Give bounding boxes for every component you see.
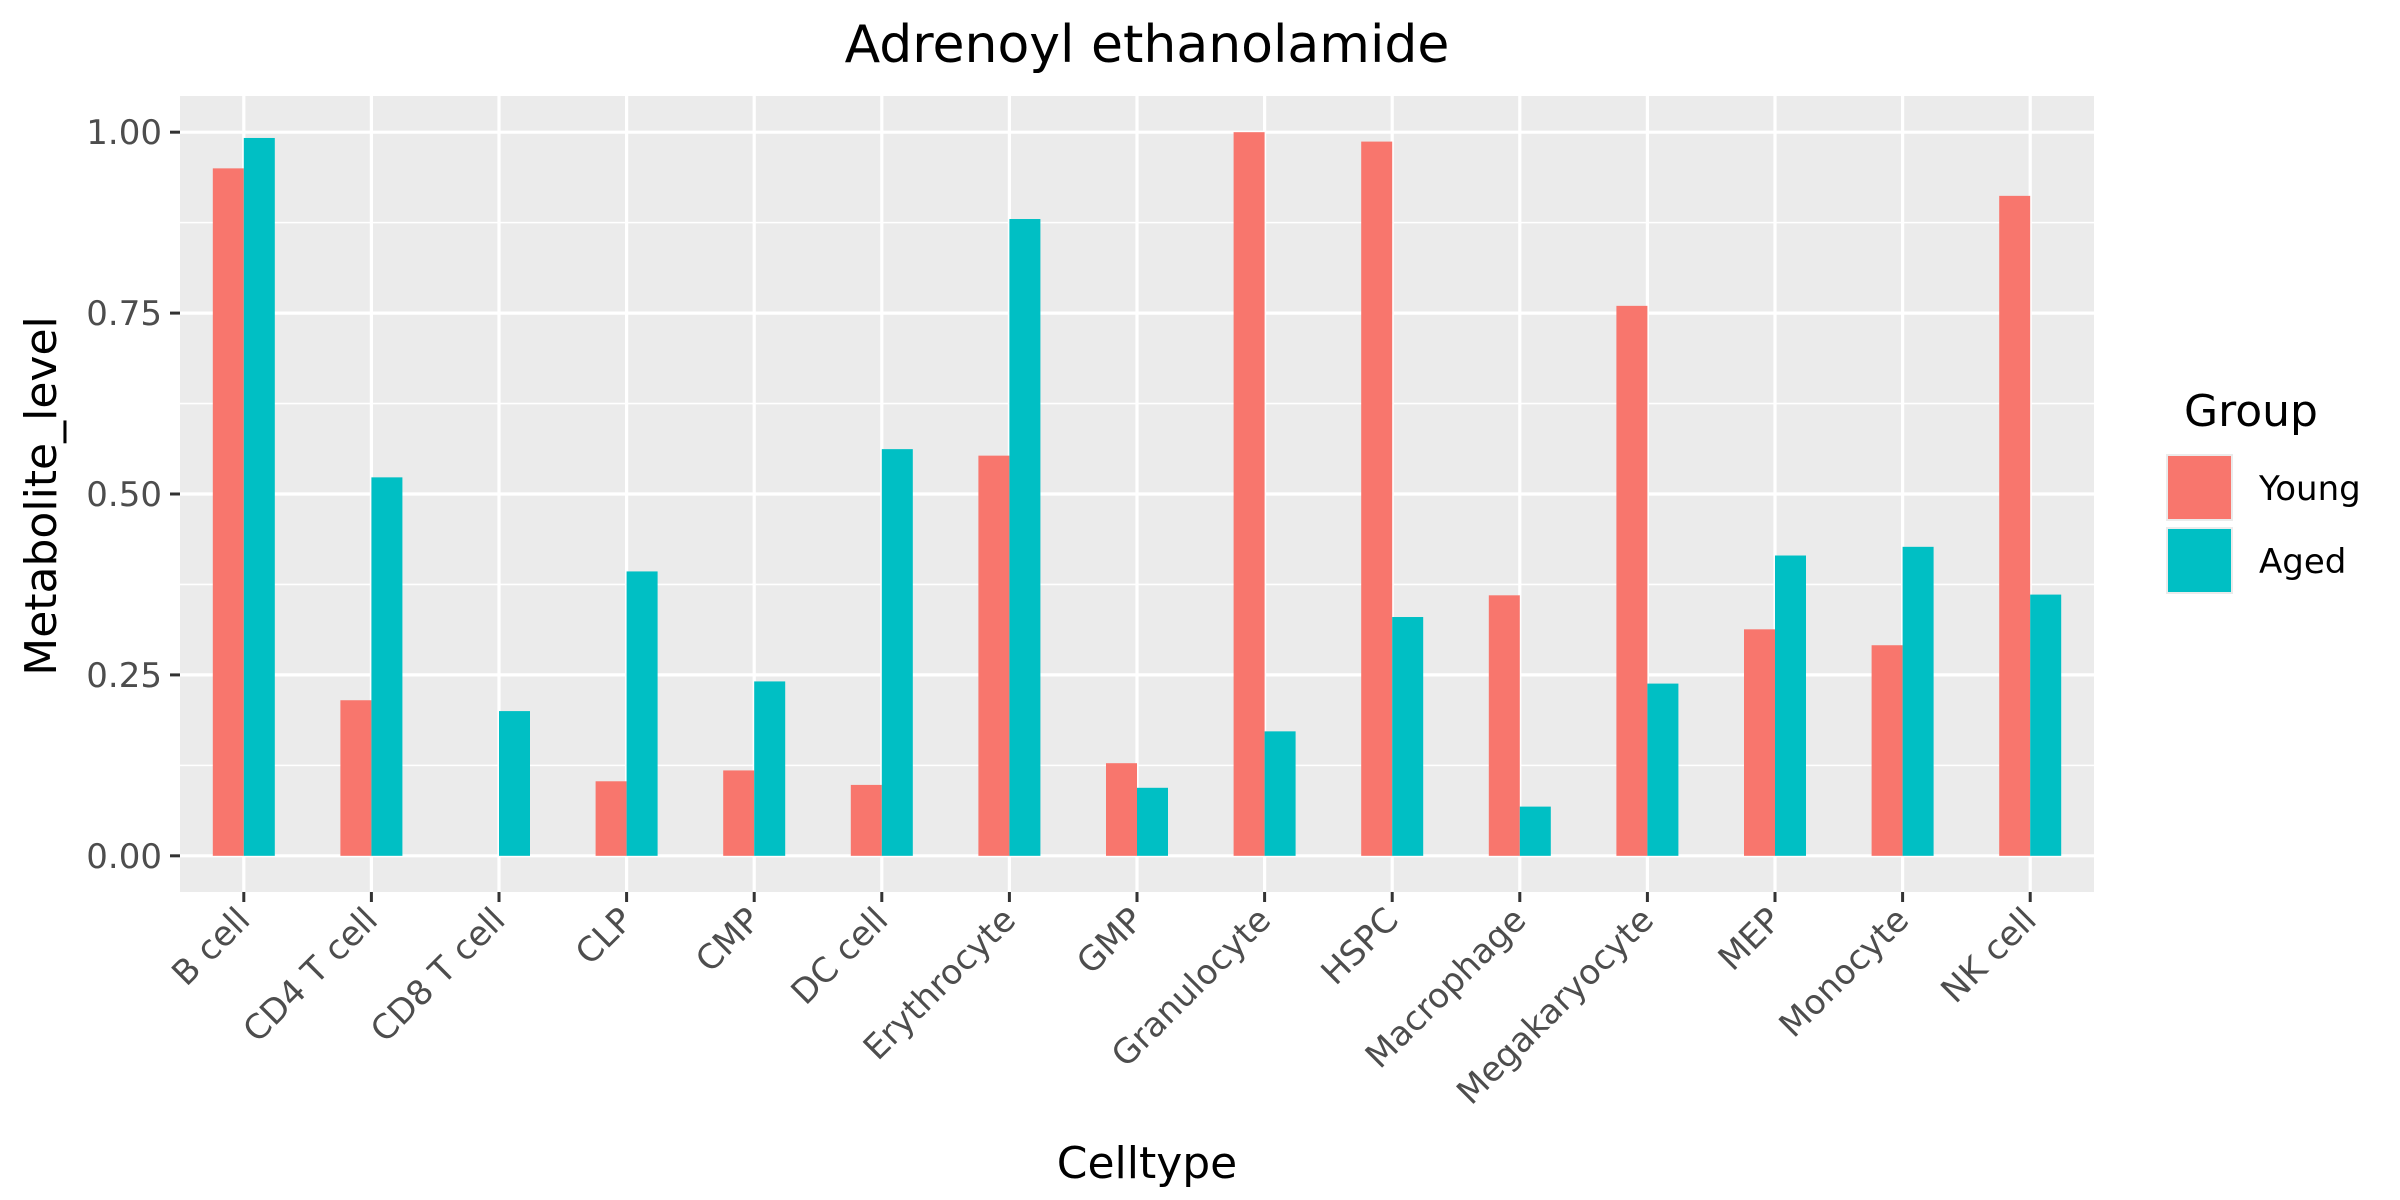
bar-young [1999,195,2031,856]
bar-young [978,455,1010,856]
y-axis: 0.00 0.25 0.50 0.75 1.00 [86,113,180,877]
bar-aged [754,681,786,856]
bar-aged [1902,546,1934,856]
y-tick-label: 0.50 [86,475,162,515]
x-tick-label: Monocyte [1772,900,1917,1045]
bar-aged [881,449,913,856]
legend-label-aged: Aged [2259,542,2346,582]
x-tick-label: CMP [688,900,768,980]
legend: Group Young Aged [2166,386,2361,594]
bar-aged [1009,219,1041,856]
legend-swatch-young [2168,456,2231,519]
bar-aged [1775,555,1806,856]
x-tick-label: CD8 T cell [363,900,513,1050]
bars [212,132,2062,856]
bar-aged [1137,787,1168,856]
bar-aged [243,137,275,856]
bar-aged [1647,683,1679,856]
legend-label-young: Young [2258,469,2361,509]
x-tick-label: B cell [164,900,258,994]
x-tick-label: HSPC [1314,900,1407,993]
y-tick-label: 0.75 [86,294,162,334]
legend-title: Group [2184,386,2318,437]
bar-aged [371,477,403,856]
bar-aged [626,571,658,856]
x-tick-label: CD4 T cell [236,900,386,1050]
x-axis-title: Celltype [1057,1138,1238,1189]
bar-young [1744,629,1775,856]
bar-young [595,781,627,856]
y-axis-title: Metabolite_level [16,316,67,676]
bar-young [1361,141,1393,856]
x-tick-label: CLP [568,900,641,973]
bar-aged [499,711,530,856]
bar-young [1233,132,1265,856]
y-tick-label: 0.25 [86,656,162,696]
x-tick-label: MEP [1711,900,1790,979]
chart-title: Adrenoyl ethanolamide [845,15,1450,75]
bar-young [1871,645,1903,856]
bar-aged [1264,731,1296,856]
x-tick-label: GMP [1069,900,1151,982]
bar-young [1106,763,1137,856]
x-tick-label: DC cell [784,900,897,1013]
y-tick-label: 0.00 [86,837,162,877]
x-tick-label: NK cell [1934,900,2045,1011]
bar-young [340,700,372,856]
bar-young [1616,305,1648,856]
bar-aged [2030,594,2062,856]
bar-young [850,784,882,856]
bar-young [212,168,244,856]
bar-young [1488,595,1520,856]
bar-aged [1392,617,1424,856]
y-tick-label: 1.00 [86,113,162,153]
bar-young [723,770,755,856]
bar-aged [1519,806,1551,856]
legend-swatch-aged [2168,529,2231,592]
